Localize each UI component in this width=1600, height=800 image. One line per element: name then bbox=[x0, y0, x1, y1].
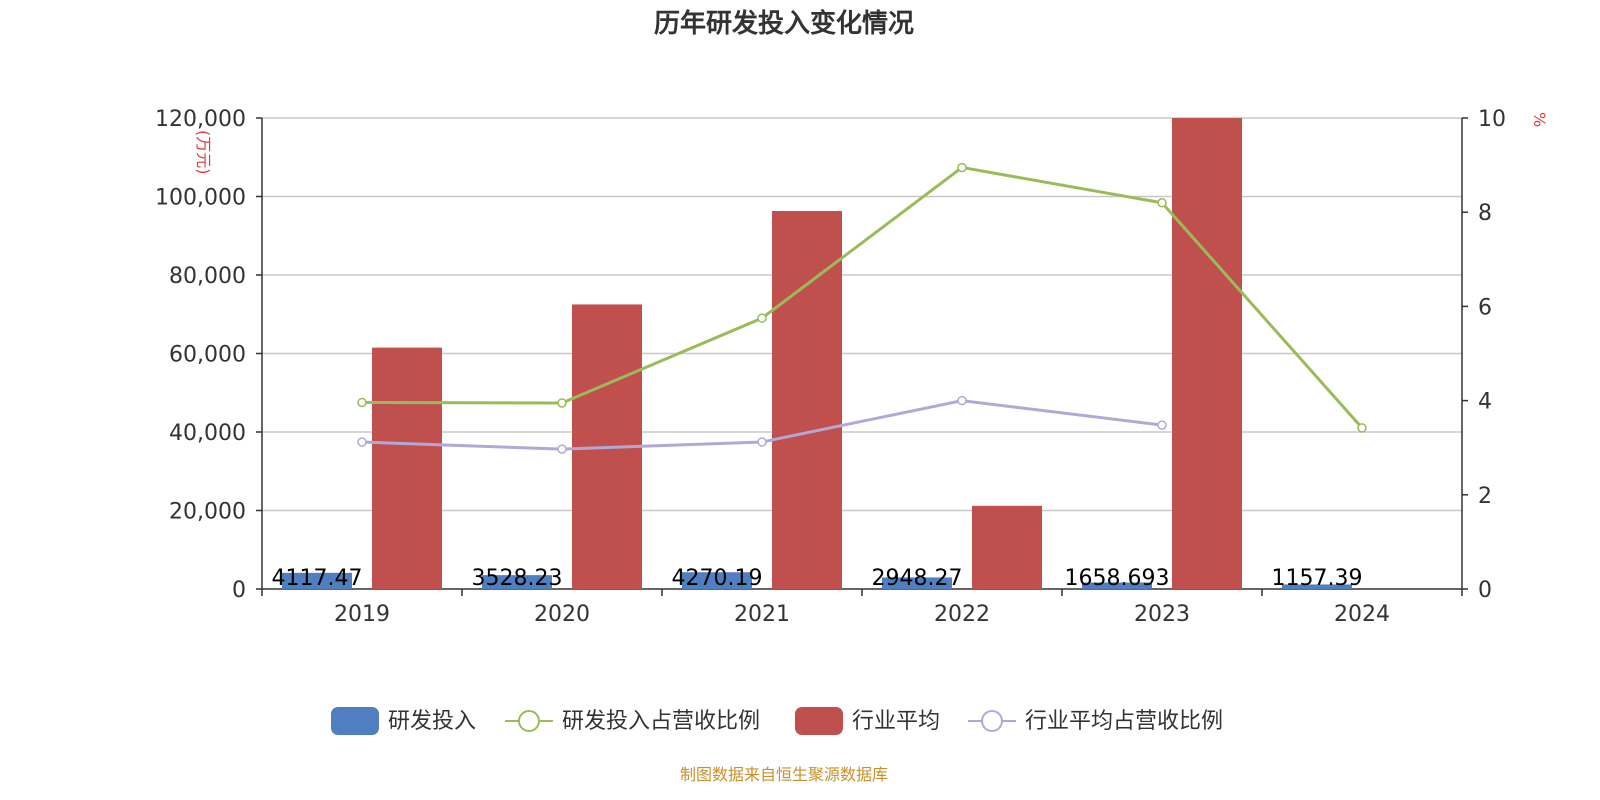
x-tick-label: 2023 bbox=[1134, 602, 1190, 627]
point-industry-ratio bbox=[1157, 420, 1167, 430]
point-rd-ratio bbox=[357, 397, 367, 408]
bar-rd-investment bbox=[482, 575, 552, 589]
x-tick-label: 2022 bbox=[934, 602, 990, 627]
bar-industry-avg bbox=[972, 505, 1042, 589]
x-tick-label: 2020 bbox=[534, 602, 590, 627]
bar-rd-investment bbox=[882, 577, 952, 589]
line-rd-ratio bbox=[361, 165, 1364, 429]
data-label-rd-investment: 2948.27 bbox=[872, 566, 963, 591]
point-industry-ratio bbox=[357, 437, 367, 447]
legend-label-rd-investment[interactable]: 研发投入 bbox=[388, 709, 476, 734]
legend: 研发投入 研发投入占营收比例 行业平均 行业平均占营收比例 bbox=[331, 707, 1223, 735]
y-right-tick-label: 6 bbox=[1478, 295, 1492, 320]
y-right-tick-label: 2 bbox=[1478, 484, 1492, 509]
legend-label-rd-ratio[interactable]: 研发投入占营收比例 bbox=[562, 709, 760, 734]
point-rd-ratio bbox=[557, 398, 567, 408]
y-left-unit: (万元) bbox=[194, 130, 213, 175]
y-left-tick-label: 80,000 bbox=[169, 264, 246, 289]
x-tick-label: 2024 bbox=[1334, 602, 1390, 627]
y-left-tick-label: 40,000 bbox=[169, 421, 246, 446]
y-right-tick-label: 0 bbox=[1478, 578, 1492, 603]
legend-swatch-industry-ratio-marker[interactable] bbox=[981, 710, 1003, 732]
legend-label-industry-avg[interactable]: 行业平均 bbox=[852, 709, 940, 734]
data-label-rd-investment: 3528.23 bbox=[472, 566, 563, 591]
point-rd-ratio bbox=[1357, 423, 1367, 433]
legend-label-industry-ratio[interactable]: 行业平均占营收比例 bbox=[1025, 709, 1223, 734]
point-rd-ratio bbox=[1157, 198, 1167, 208]
legend-swatch-rd-ratio-marker[interactable] bbox=[518, 710, 540, 732]
bar-rd-investment bbox=[1282, 584, 1352, 589]
data-label-rd-investment: 1157.39 bbox=[1272, 566, 1363, 591]
point-industry-ratio bbox=[557, 444, 567, 454]
y-right-unit: % bbox=[1530, 112, 1549, 127]
data-label-rd-investment: 4270.19 bbox=[672, 566, 763, 591]
point-rd-ratio bbox=[757, 313, 767, 323]
data-label-rd-investment: 4117.47 bbox=[272, 566, 363, 591]
data-source: 制图数据来自恒生聚源数据库 bbox=[680, 765, 888, 784]
bar-industry-avg bbox=[372, 347, 442, 589]
x-tick-label: 2021 bbox=[734, 602, 790, 627]
x-tick-label: 2019 bbox=[334, 602, 390, 627]
y-left-tick-label: 20,000 bbox=[169, 500, 246, 525]
lines bbox=[357, 162, 1367, 454]
bar-industry-avg bbox=[772, 211, 842, 589]
bar-industry-avg bbox=[1172, 118, 1242, 589]
legend-swatch-rd-investment[interactable] bbox=[331, 707, 379, 735]
bar-rd-investment bbox=[682, 572, 752, 589]
bar-rd-investment bbox=[282, 572, 352, 589]
y-right-tick-label: 4 bbox=[1478, 390, 1492, 415]
grid bbox=[262, 117, 1462, 512]
y-right-tick-label: 10 bbox=[1478, 107, 1506, 132]
data-label-rd-investment: 1658.693 bbox=[1065, 566, 1170, 591]
point-industry-ratio bbox=[757, 437, 767, 447]
bar-rd-investment bbox=[1082, 582, 1152, 589]
axes: 0 20,000 40,000 60,000 80,000 100,000 120,000 0… bbox=[155, 107, 1506, 627]
bars bbox=[282, 118, 1352, 589]
y-left-tick-label: 0 bbox=[232, 578, 246, 603]
chart-title: 历年研发投入变化情况 bbox=[654, 8, 914, 39]
y-right-tick-label: 8 bbox=[1478, 201, 1492, 226]
y-left-tick-label: 120,000 bbox=[155, 107, 246, 132]
point-rd-ratio bbox=[957, 162, 967, 173]
y-left-tick-label: 100,000 bbox=[155, 186, 246, 211]
y-left-tick-label: 60,000 bbox=[169, 343, 246, 368]
point-industry-ratio bbox=[957, 395, 967, 406]
legend-swatch-industry-avg[interactable] bbox=[795, 707, 843, 735]
data-labels: 4117.47 3528.23 4270.19 2948.27 1658.693 1157… bbox=[272, 566, 1363, 591]
